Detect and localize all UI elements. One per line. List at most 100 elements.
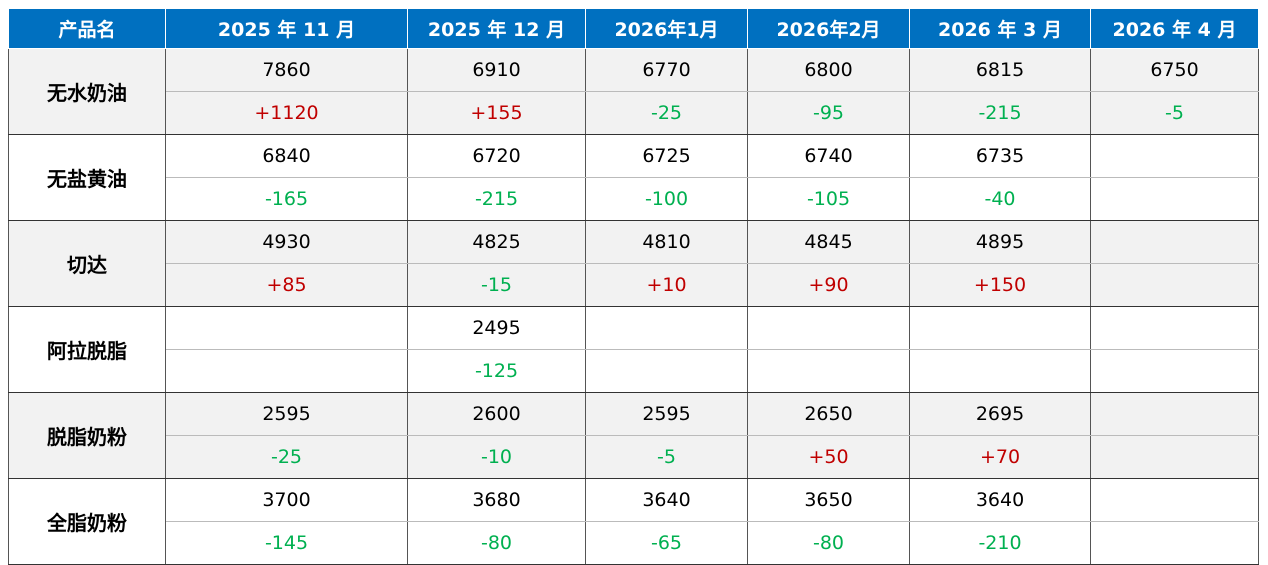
price-cell: 3650 xyxy=(747,478,910,522)
price-cell: 6815 xyxy=(909,48,1091,92)
price-row: 全脂奶粉 3700 3680 3640 3650 3640 xyxy=(8,478,1259,565)
price-cell: 4930 xyxy=(165,220,408,264)
price-cell xyxy=(1090,220,1259,264)
price-cell: 2495 xyxy=(407,306,586,350)
change-cell: +70 xyxy=(909,435,1091,479)
change-cell xyxy=(1090,177,1259,221)
price-row: 切达 4930 4825 4810 4845 4895 xyxy=(8,220,1259,307)
price-cell: 2600 xyxy=(407,392,586,436)
header-cell: 产品名 xyxy=(8,8,166,49)
change-row: +85 -15 +10 +90 +150 xyxy=(9,263,1259,307)
price-cell: 6840 xyxy=(165,134,408,178)
product-name: 阿拉脱脂 xyxy=(8,306,166,393)
price-cell: 2595 xyxy=(585,392,748,436)
change-cell: +85 xyxy=(165,263,408,307)
change-cell: -10 xyxy=(407,435,586,479)
product-name: 无盐黄油 xyxy=(8,134,166,221)
change-cell xyxy=(1090,435,1259,479)
change-cell xyxy=(1090,263,1259,307)
change-cell: -15 xyxy=(407,263,586,307)
change-cell xyxy=(585,349,748,393)
change-cell: -215 xyxy=(407,177,586,221)
price-row: 无盐黄油 6840 6720 6725 6740 6735 xyxy=(8,134,1259,221)
price-cell: 4845 xyxy=(747,220,910,264)
price-row: 脱脂奶粉 2595 2600 2595 2650 2695 xyxy=(8,392,1259,479)
change-cell: +155 xyxy=(407,91,586,135)
price-cell: 4895 xyxy=(909,220,1091,264)
price-cell: 4825 xyxy=(407,220,586,264)
change-cell xyxy=(747,349,910,393)
change-cell: -100 xyxy=(585,177,748,221)
price-cell: 6770 xyxy=(585,48,748,92)
change-cell: -215 xyxy=(909,91,1091,135)
change-cell: +10 xyxy=(585,263,748,307)
change-cell: -145 xyxy=(165,521,408,565)
change-cell: -5 xyxy=(1090,91,1259,135)
change-cell: -40 xyxy=(909,177,1091,221)
change-row: +1120 +155 -25 -95 -215 -5 xyxy=(9,91,1259,135)
change-row: -125 xyxy=(9,349,1259,393)
change-cell: -95 xyxy=(747,91,910,135)
price-cell xyxy=(1090,134,1259,178)
price-cell: 7860 xyxy=(165,48,408,92)
price-cell: 6720 xyxy=(407,134,586,178)
change-cell xyxy=(1090,521,1259,565)
price-cell xyxy=(909,306,1091,350)
price-cell: 2595 xyxy=(165,392,408,436)
change-cell: -105 xyxy=(747,177,910,221)
header-cell: 2026年1月 xyxy=(585,8,748,49)
price-cell: 3640 xyxy=(909,478,1091,522)
price-cell: 2695 xyxy=(909,392,1091,436)
price-row: 阿拉脱脂 2495 xyxy=(8,306,1259,393)
change-cell: -65 xyxy=(585,521,748,565)
header-cell: 2025 年 11 月 xyxy=(165,8,408,49)
change-cell: -165 xyxy=(165,177,408,221)
change-cell: +50 xyxy=(747,435,910,479)
change-cell: +1120 xyxy=(165,91,408,135)
change-cell: -5 xyxy=(585,435,748,479)
change-cell: -80 xyxy=(407,521,586,565)
product-name: 切达 xyxy=(8,220,166,307)
price-cell xyxy=(747,306,910,350)
change-cell xyxy=(909,349,1091,393)
price-cell: 3640 xyxy=(585,478,748,522)
price-cell xyxy=(1090,478,1259,522)
price-cell: 2650 xyxy=(747,392,910,436)
price-cell: 6735 xyxy=(909,134,1091,178)
change-cell xyxy=(165,349,408,393)
change-cell: -210 xyxy=(909,521,1091,565)
change-cell: -25 xyxy=(585,91,748,135)
table-body: 无水奶油 7860 6910 6770 6800 6815 6750 +1120 +155 -25… xyxy=(8,48,1259,565)
header-cell: 2026年2月 xyxy=(747,8,910,49)
price-cell xyxy=(585,306,748,350)
change-cell: +150 xyxy=(909,263,1091,307)
price-cell: 4810 xyxy=(585,220,748,264)
price-cell: 6750 xyxy=(1090,48,1259,92)
header-row: 产品名 2025 年 11 月 2025 年 12 月 2026年1月 2026年2月 2… xyxy=(8,8,1259,49)
change-cell: -25 xyxy=(165,435,408,479)
price-cell xyxy=(1090,306,1259,350)
product-name: 全脂奶粉 xyxy=(8,478,166,565)
header-cell: 2026 年 4 月 xyxy=(1090,8,1259,49)
header-cell: 2025 年 12 月 xyxy=(407,8,586,49)
price-cell: 6800 xyxy=(747,48,910,92)
change-cell xyxy=(1090,349,1259,393)
price-table: 产品名 2025 年 11 月 2025 年 12 月 2026年1月 2026年2月 2… xyxy=(8,8,1259,565)
change-row: -165 -215 -100 -105 -40 xyxy=(9,177,1259,221)
price-cell: 3680 xyxy=(407,478,586,522)
change-cell: -80 xyxy=(747,521,910,565)
price-cell xyxy=(165,306,408,350)
price-cell xyxy=(1090,392,1259,436)
price-cell: 6725 xyxy=(585,134,748,178)
price-row: 无水奶油 7860 6910 6770 6800 6815 6750 xyxy=(8,48,1259,135)
change-cell: -125 xyxy=(407,349,586,393)
change-cell: +90 xyxy=(747,263,910,307)
change-row: -25 -10 -5 +50 +70 xyxy=(9,435,1259,479)
change-row: -145 -80 -65 -80 -210 xyxy=(9,521,1259,565)
product-name: 无水奶油 xyxy=(8,48,166,135)
price-cell: 3700 xyxy=(165,478,408,522)
price-cell: 6910 xyxy=(407,48,586,92)
header-cell: 2026 年 3 月 xyxy=(909,8,1091,49)
price-cell: 6740 xyxy=(747,134,910,178)
